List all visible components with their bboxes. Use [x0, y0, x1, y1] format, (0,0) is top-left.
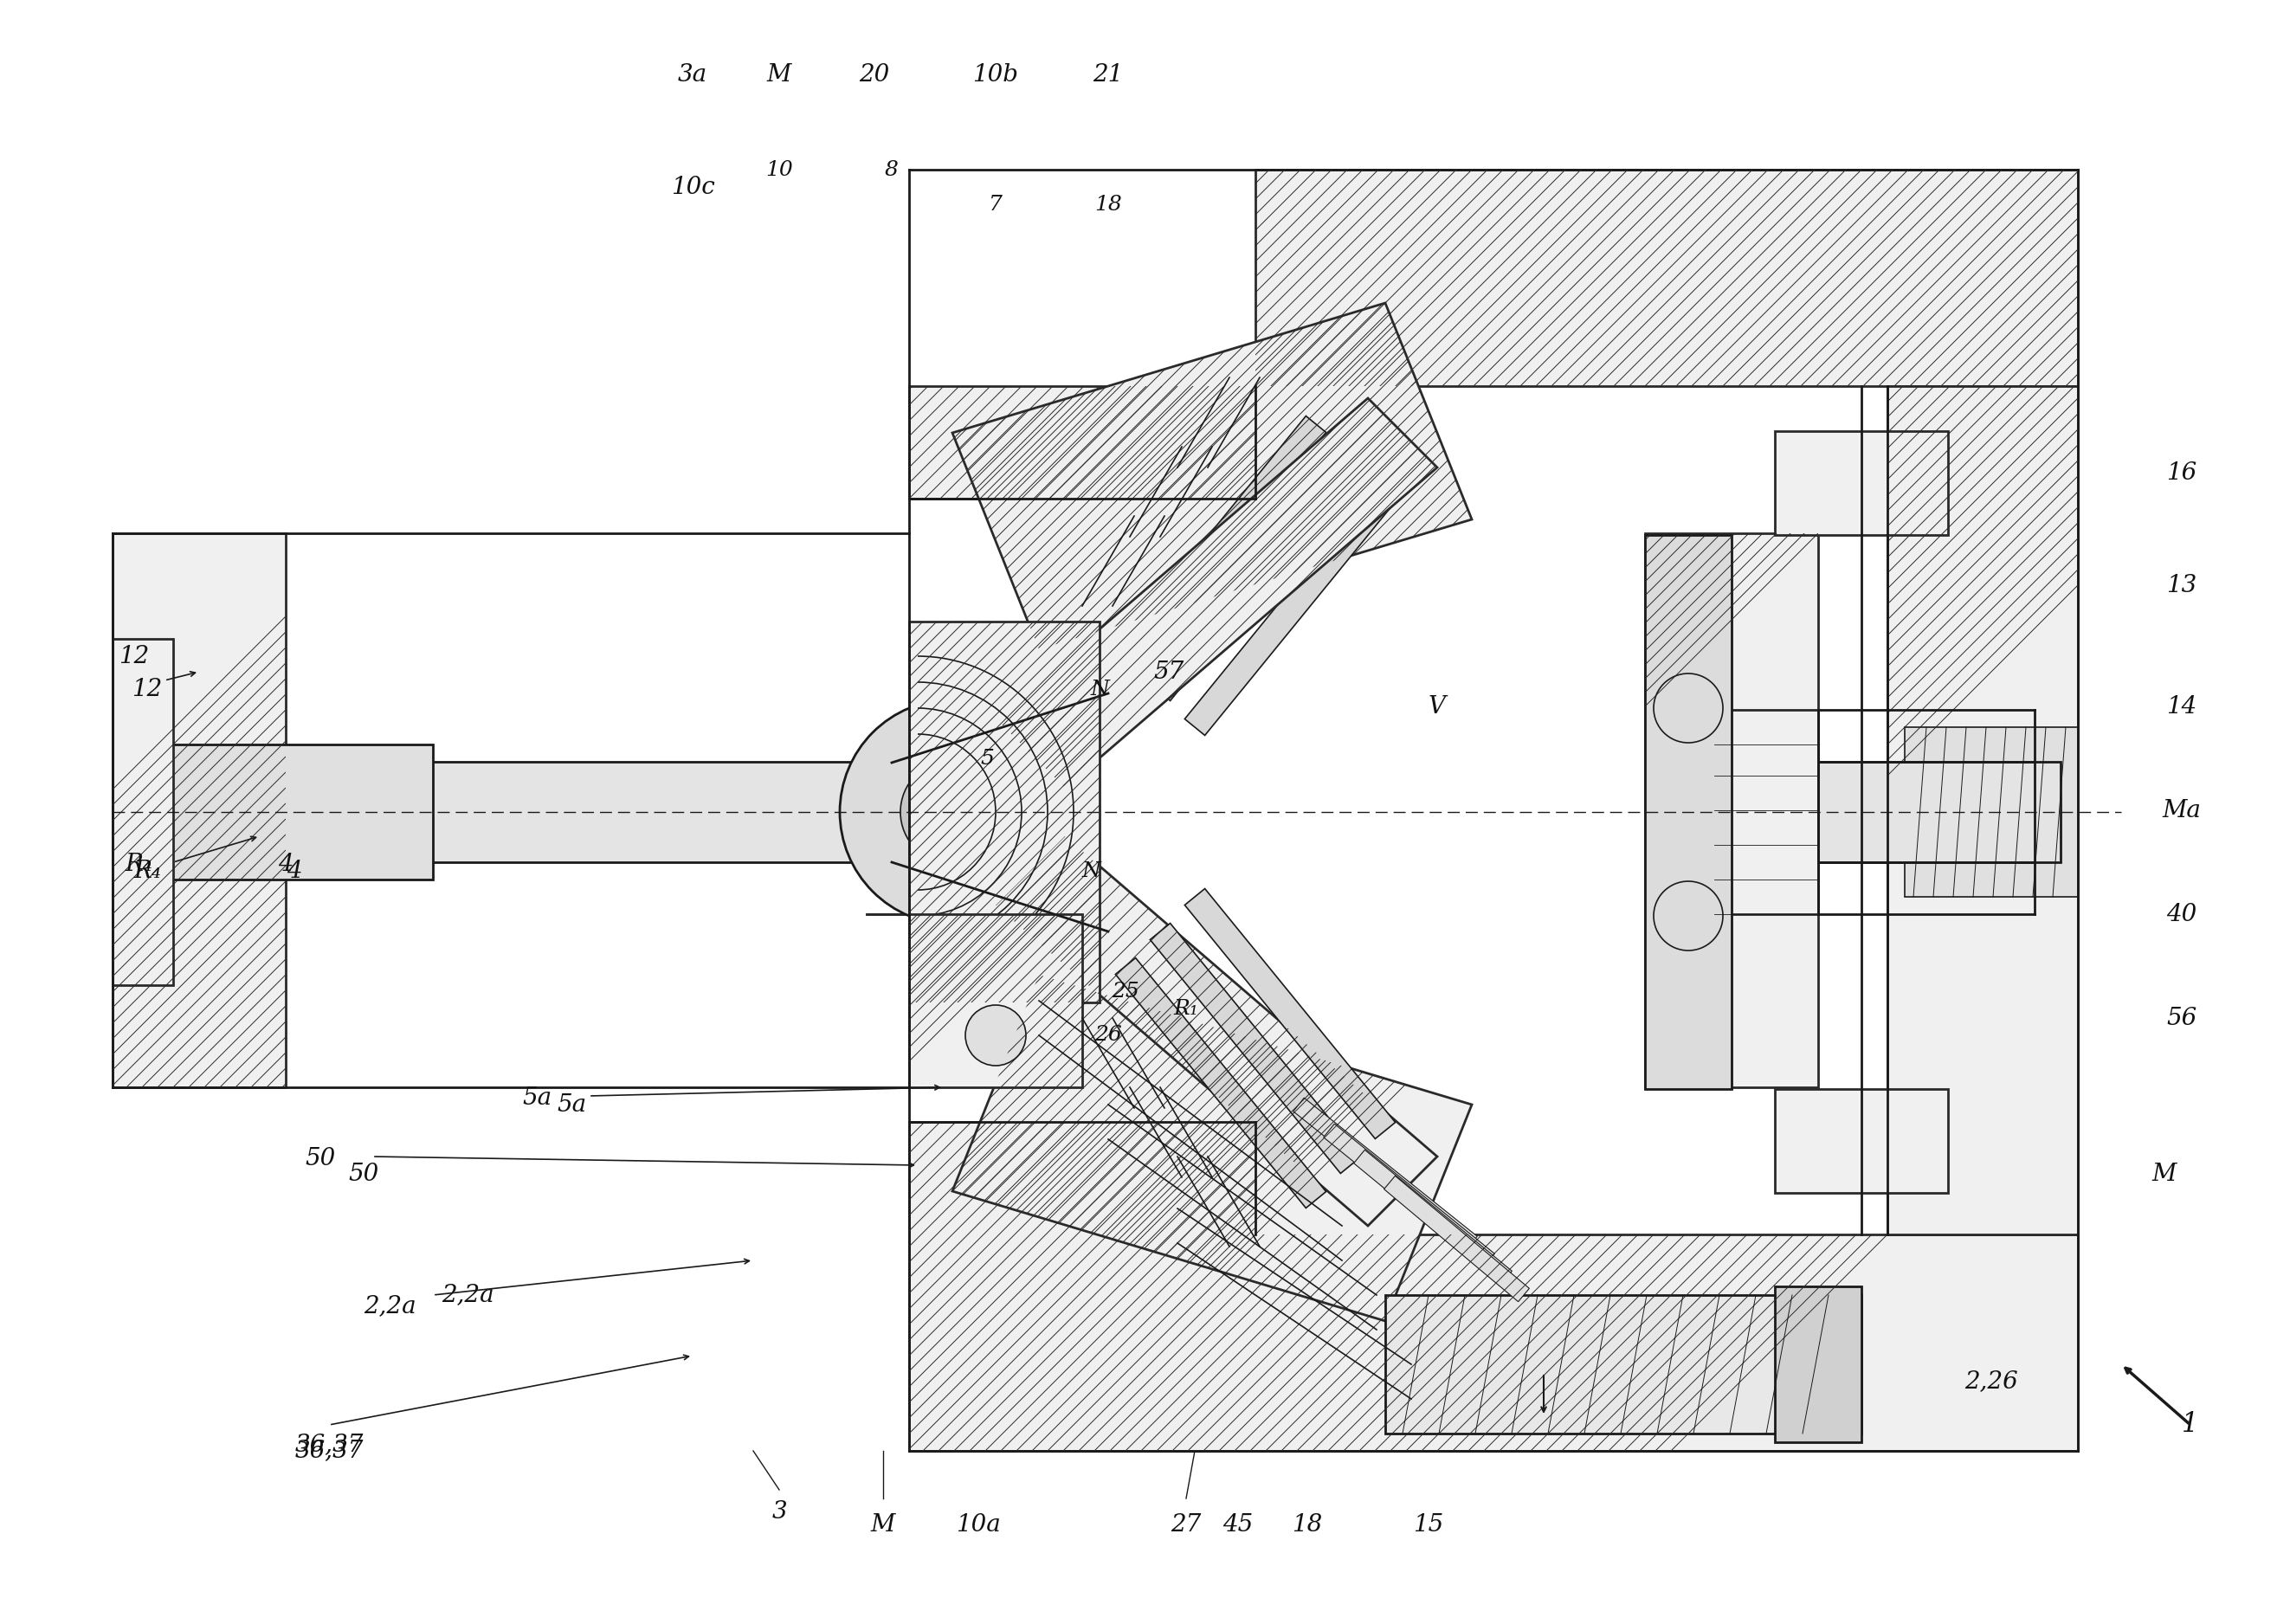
Text: 7: 7: [988, 195, 1002, 214]
Text: 10a: 10a: [956, 1514, 1000, 1536]
Polygon shape: [909, 169, 2079, 499]
Text: 45: 45: [1223, 1514, 1252, 1536]
Text: 2,26: 2,26: [1965, 1371, 2017, 1393]
Text: 21: 21: [1093, 63, 1123, 86]
Polygon shape: [1116, 958, 1325, 1208]
Bar: [1644, 534, 1731, 1090]
Polygon shape: [952, 304, 1471, 650]
Polygon shape: [1116, 416, 1325, 666]
Polygon shape: [909, 914, 1082, 1088]
Text: 18: 18: [1095, 195, 1123, 214]
Polygon shape: [112, 638, 173, 986]
Text: 4: 4: [278, 853, 294, 875]
Polygon shape: [112, 533, 285, 1088]
Text: 18: 18: [1291, 1514, 1323, 1536]
Circle shape: [899, 760, 1004, 864]
Bar: [1906, 728, 2079, 896]
Text: 10b: 10b: [972, 63, 1018, 86]
Text: V: V: [1428, 695, 1446, 718]
Bar: [1774, 1286, 1860, 1442]
Text: 5: 5: [979, 749, 993, 768]
Text: R₄: R₄: [125, 853, 153, 875]
Text: 57: 57: [1154, 659, 1184, 684]
Text: 36,37: 36,37: [294, 1432, 364, 1457]
Polygon shape: [865, 914, 909, 1088]
Text: 8: 8: [886, 159, 899, 180]
Text: 5a: 5a: [556, 1093, 585, 1116]
Polygon shape: [1355, 1150, 1512, 1285]
Polygon shape: [1384, 1176, 1530, 1302]
Polygon shape: [995, 836, 1437, 1226]
Text: 40: 40: [2165, 903, 2197, 926]
Polygon shape: [1184, 888, 1396, 1138]
Text: 3a: 3a: [679, 63, 708, 86]
Polygon shape: [1774, 430, 1949, 534]
Text: 12: 12: [132, 677, 162, 702]
Text: 5a: 5a: [521, 1086, 551, 1109]
Text: 14: 14: [2165, 695, 2197, 718]
Circle shape: [840, 700, 1066, 924]
Bar: [1384, 1294, 1860, 1434]
Circle shape: [965, 1005, 1027, 1065]
Text: 2,2a: 2,2a: [442, 1283, 494, 1307]
Polygon shape: [1774, 1090, 1949, 1194]
Bar: [1817, 762, 2061, 862]
Text: 50: 50: [305, 1147, 335, 1171]
Polygon shape: [995, 398, 1437, 788]
Text: M: M: [767, 63, 792, 86]
Polygon shape: [1184, 486, 1396, 736]
Polygon shape: [1293, 1098, 1478, 1250]
Text: 26: 26: [1095, 1025, 1123, 1046]
Text: 13: 13: [2165, 573, 2197, 598]
Text: 2,2a: 2,2a: [364, 1294, 417, 1317]
Polygon shape: [1715, 710, 1817, 914]
Polygon shape: [1150, 924, 1362, 1174]
Bar: [112, 744, 433, 880]
Polygon shape: [909, 1122, 2079, 1450]
Text: 1: 1: [2181, 1411, 2200, 1439]
Polygon shape: [1323, 1124, 1494, 1267]
Circle shape: [883, 742, 1022, 882]
Text: 25: 25: [1111, 983, 1138, 1002]
Text: 10c: 10c: [672, 175, 715, 198]
Text: 10: 10: [765, 159, 792, 180]
Bar: [389, 762, 909, 862]
Text: M: M: [870, 1514, 895, 1536]
Text: 27: 27: [1170, 1514, 1202, 1536]
Text: M: M: [2152, 1163, 2177, 1186]
Text: 15: 15: [1414, 1514, 1444, 1536]
Text: 56: 56: [2165, 1007, 2197, 1030]
Polygon shape: [1644, 533, 1817, 1088]
Text: 3: 3: [772, 1501, 788, 1523]
Text: 20: 20: [858, 63, 890, 86]
Polygon shape: [909, 622, 1100, 1002]
Text: R₁: R₁: [1173, 999, 1198, 1020]
Text: 36,37: 36,37: [294, 1439, 364, 1463]
Polygon shape: [1888, 387, 2079, 1234]
Text: N: N: [1082, 861, 1100, 880]
Text: 4: 4: [287, 859, 303, 882]
Text: 16: 16: [2165, 461, 2197, 484]
Polygon shape: [952, 974, 1471, 1320]
Text: R₄: R₄: [134, 859, 162, 882]
Text: 50: 50: [348, 1163, 378, 1186]
Text: N: N: [1091, 679, 1109, 698]
Polygon shape: [1150, 450, 1362, 700]
Text: 12: 12: [118, 645, 150, 669]
Text: Ma: Ma: [2163, 799, 2202, 822]
